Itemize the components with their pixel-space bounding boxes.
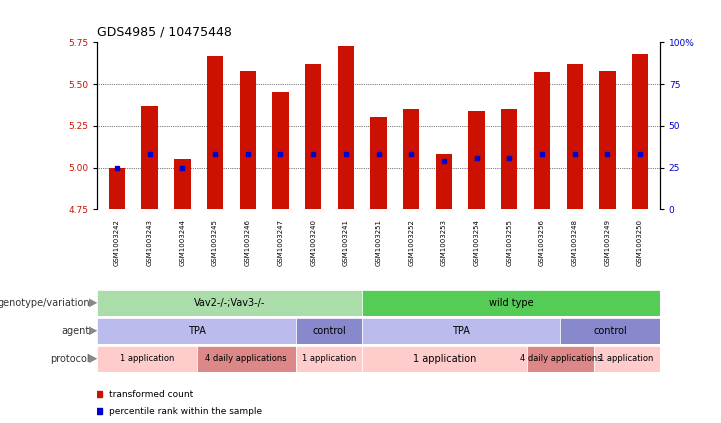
Text: 4 daily applications: 4 daily applications bbox=[205, 354, 287, 363]
Bar bbox=[403, 109, 420, 209]
Polygon shape bbox=[89, 298, 97, 308]
Text: TPA: TPA bbox=[187, 326, 205, 336]
Bar bbox=[239, 71, 256, 209]
Bar bbox=[362, 346, 527, 372]
Bar bbox=[362, 290, 660, 316]
Text: GDS4985 / 10475448: GDS4985 / 10475448 bbox=[97, 25, 232, 38]
Bar bbox=[174, 159, 190, 209]
Text: genotype/variation: genotype/variation bbox=[0, 298, 90, 308]
Bar bbox=[197, 346, 296, 372]
Bar bbox=[296, 318, 362, 344]
Bar bbox=[97, 346, 197, 372]
Text: percentile rank within the sample: percentile rank within the sample bbox=[110, 407, 262, 416]
Text: Vav2-/-;Vav3-/-: Vav2-/-;Vav3-/- bbox=[194, 298, 265, 308]
Bar bbox=[632, 54, 648, 209]
Bar bbox=[599, 71, 616, 209]
Bar bbox=[593, 346, 660, 372]
Bar bbox=[141, 106, 158, 209]
Text: TPA: TPA bbox=[452, 326, 470, 336]
Text: protocol: protocol bbox=[50, 354, 90, 364]
Bar bbox=[362, 318, 560, 344]
Text: transformed count: transformed count bbox=[110, 390, 193, 398]
Bar bbox=[296, 346, 362, 372]
Bar bbox=[469, 111, 485, 209]
Text: 1 application: 1 application bbox=[599, 354, 654, 363]
Bar bbox=[97, 290, 362, 316]
Bar bbox=[337, 46, 354, 209]
Bar bbox=[527, 346, 593, 372]
Text: control: control bbox=[312, 326, 346, 336]
Bar bbox=[109, 168, 125, 209]
Bar bbox=[305, 64, 322, 209]
Bar bbox=[97, 318, 296, 344]
Bar bbox=[435, 154, 452, 209]
Text: agent: agent bbox=[62, 326, 90, 336]
Bar bbox=[567, 64, 583, 209]
Text: 1 application: 1 application bbox=[301, 354, 356, 363]
Bar bbox=[207, 56, 224, 209]
Text: control: control bbox=[593, 326, 627, 336]
Text: 1 application: 1 application bbox=[413, 354, 477, 364]
Text: 4 daily applications: 4 daily applications bbox=[520, 354, 601, 363]
Bar bbox=[501, 109, 518, 209]
Bar bbox=[273, 93, 288, 209]
Bar bbox=[371, 118, 386, 209]
Text: 1 application: 1 application bbox=[120, 354, 174, 363]
Text: wild type: wild type bbox=[489, 298, 533, 308]
Polygon shape bbox=[89, 354, 97, 363]
Polygon shape bbox=[89, 326, 97, 335]
Bar bbox=[560, 318, 660, 344]
Bar bbox=[534, 72, 550, 209]
